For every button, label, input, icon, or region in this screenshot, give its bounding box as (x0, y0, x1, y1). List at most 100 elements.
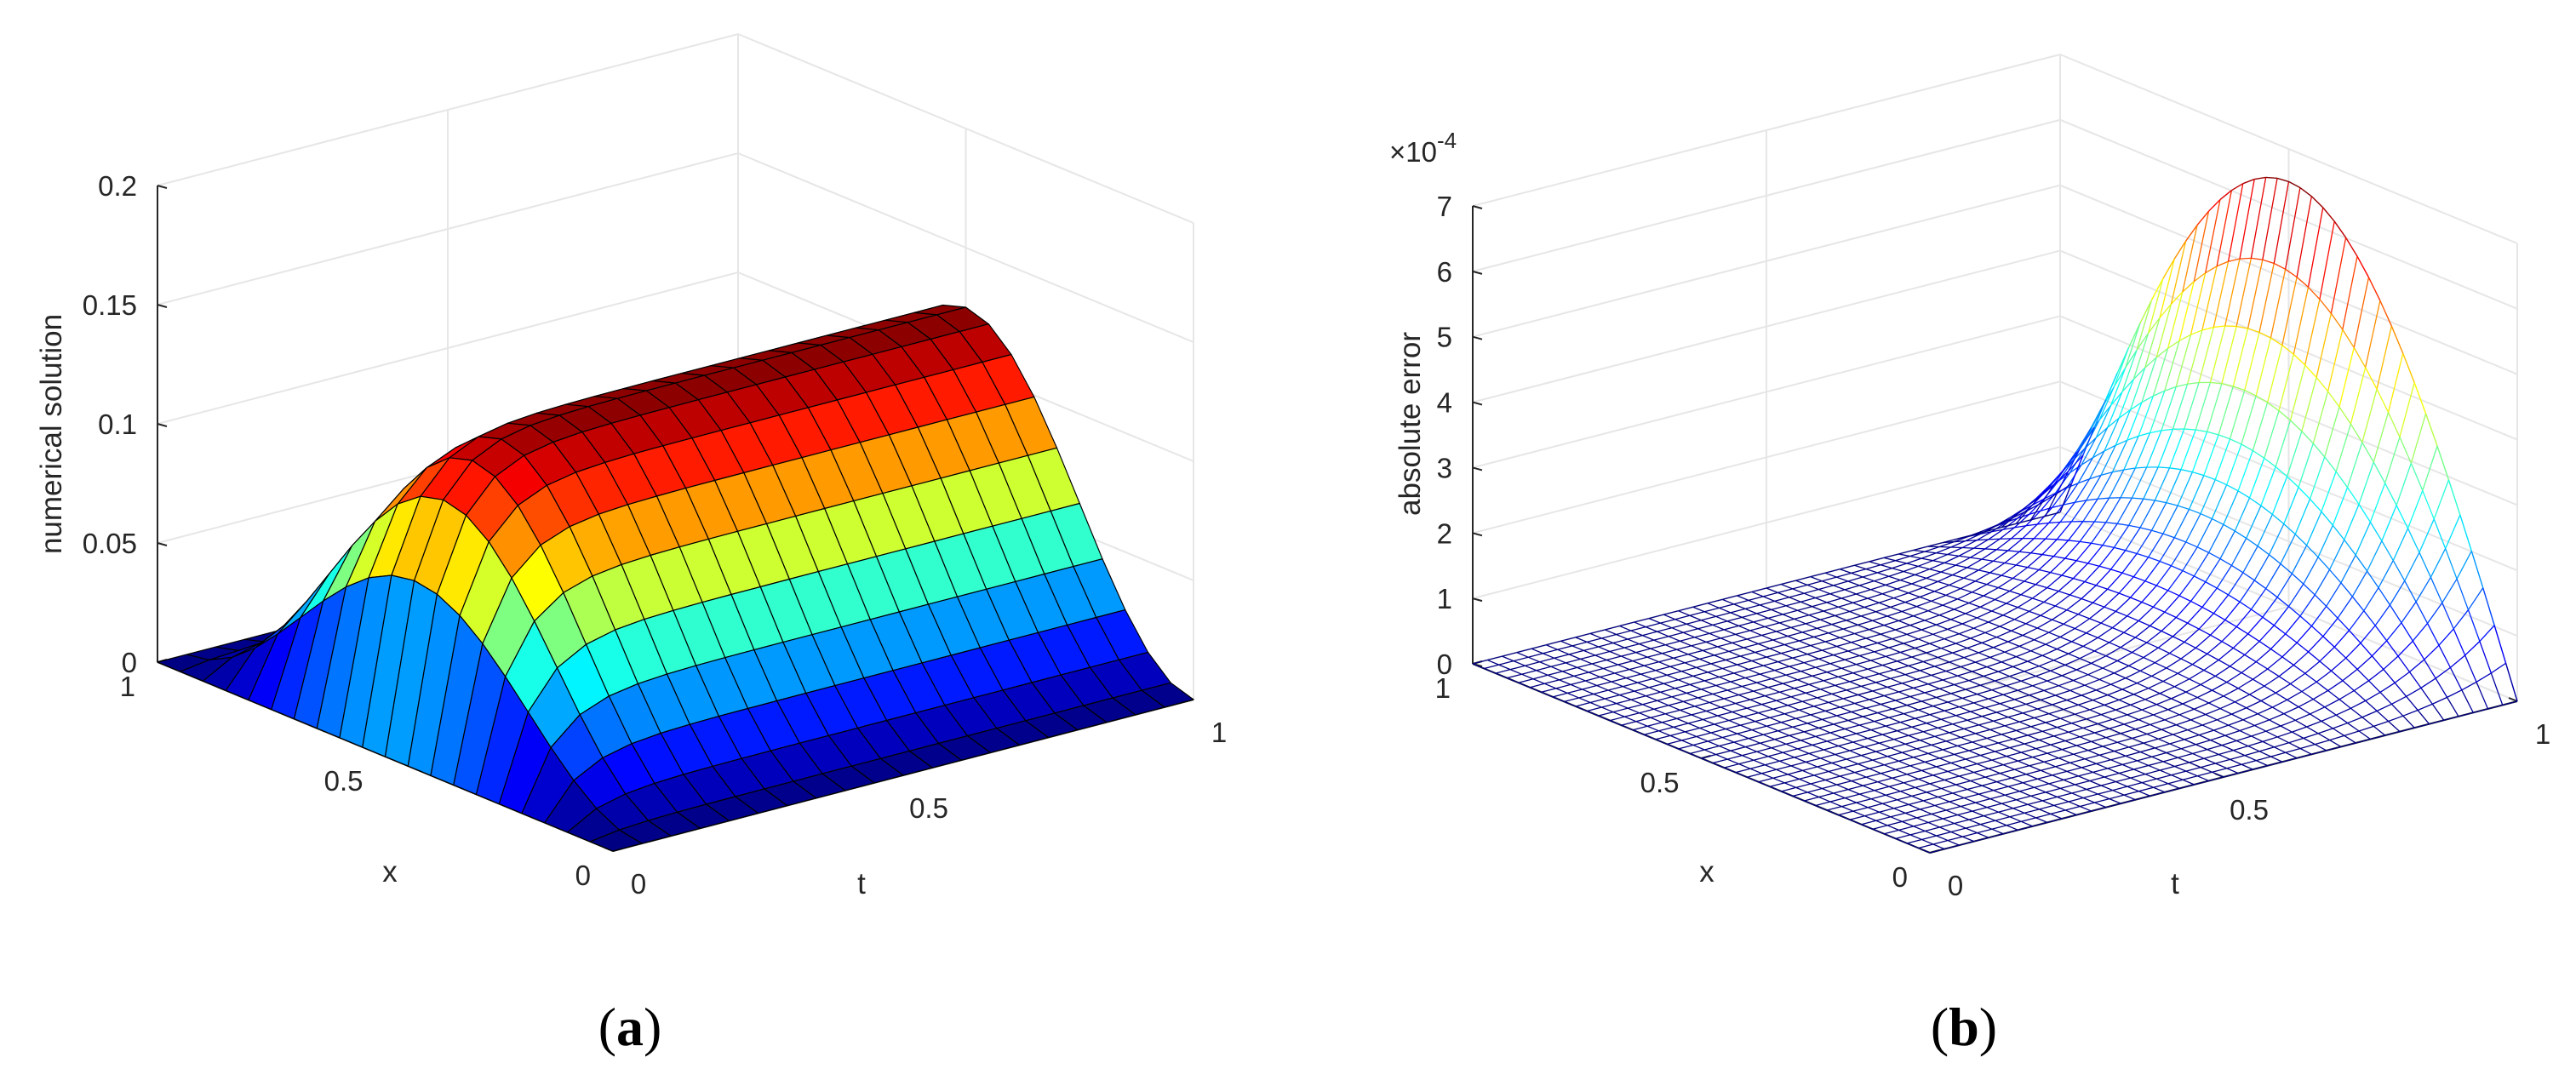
b-mesh-x-seg-23-31 (1901, 610, 1914, 617)
b-mesh-t-seg-26-19 (2094, 642, 2110, 652)
b-mesh-t-seg-22-13 (2104, 699, 2120, 706)
b-mesh-x-seg-34-17 (2223, 523, 2235, 532)
b-mesh-t-seg-7-33 (1655, 666, 1671, 671)
b-mesh-t-seg-30-13 (2221, 626, 2237, 643)
b-mesh-t-seg-1-9 (1841, 802, 1857, 808)
b-mesh-edge-x1-10 (1619, 621, 1634, 627)
b-mesh-x-seg-0-23 (1655, 739, 1668, 745)
b-mesh-x-seg-2-16 (1765, 764, 1777, 770)
b-mesh-t-seg-30-36 (1958, 547, 1974, 557)
b-mesh-x-seg-0-33 (1541, 691, 1554, 698)
b-mesh-t-seg-11-18 (1885, 722, 1901, 727)
b-mesh-x-seg-14-18 (1918, 709, 1931, 716)
b-mesh-x-seg-21-15 (2055, 694, 2068, 701)
b-mesh-t-seg-26-17 (2116, 652, 2132, 662)
b-mesh-x-seg-11-38 (1645, 626, 1657, 632)
b-mesh-x-seg-6-25 (1720, 706, 1733, 713)
b-mesh-x-seg-38-25 (2190, 329, 2203, 335)
b-mesh-x-seg-21-20 (1998, 671, 2010, 677)
b-mesh-x-seg-6-39 (1560, 640, 1573, 647)
b-mesh-t-seg-23-3 (2233, 745, 2248, 751)
b-mesh-edge-x1-5 (1546, 640, 1561, 646)
b-mesh-x-seg-32-6 (2319, 660, 2332, 671)
b-mesh-t-seg-15-6 (2081, 763, 2097, 769)
b-mesh-x-seg-20-22 (1960, 666, 1972, 672)
b-mesh-t-seg-10-2 (2053, 801, 2069, 807)
b-mesh-x-seg-27-24 (2040, 614, 2052, 620)
b-mesh-t-seg-21-12 (2100, 709, 2116, 716)
b-mesh-t-seg-12-22 (1854, 699, 1870, 705)
b-mesh-t-seg-3-0 (1973, 837, 1989, 843)
b-mesh-t-seg-13-0 (2121, 799, 2136, 804)
b-mesh-x-seg-1-29 (1601, 706, 1614, 713)
b-mesh-t-seg-1-14 (1784, 778, 1800, 784)
b-mesh-t-seg-3-28 (1653, 705, 1669, 710)
b-mesh-x-seg-16-24 (1879, 673, 1892, 679)
b-mesh-edge-x1-21 (1781, 580, 1796, 586)
b-mesh-t-seg-4-11 (1863, 781, 1878, 786)
b-mesh-t-seg-3-20 (1745, 742, 1760, 748)
b-mesh-t-seg-30-10 (2255, 649, 2271, 663)
b-mesh-x-seg-12-25 (1808, 683, 1821, 690)
b-mesh-x-seg-33-33 (2025, 523, 2038, 527)
b-mesh-t-seg-5-8 (1911, 791, 1927, 797)
b-mesh-t-seg-11-14 (1931, 740, 1947, 746)
b-mesh-x-seg-18-1 (2171, 774, 2184, 780)
b-mesh-x-seg-16-31 (1799, 640, 1812, 647)
b-mesh-x-seg-7-0 (2021, 820, 2033, 827)
b-mesh-x-seg-17-5 (2110, 759, 2123, 765)
b-mesh-x-seg-25-24 (2011, 630, 2024, 637)
b-mesh-x-seg-3-16 (1779, 760, 1792, 767)
b-mesh-t-seg-33-0 (2414, 723, 2430, 729)
b-mesh-x-seg-15-3 (2104, 776, 2116, 783)
b-mesh-t-seg-15-25 (1863, 673, 1880, 678)
b-mesh-x-seg-5-29 (1660, 691, 1673, 698)
b-mesh-x-seg-9-2 (2027, 803, 2040, 810)
b-mesh-x-seg-10-18 (1859, 724, 1872, 731)
b-mesh-x-seg-9-7 (1970, 780, 1983, 786)
b-mesh-x-seg-20-2 (2189, 762, 2201, 769)
b-mesh-x-seg-15-23 (1875, 682, 1888, 689)
b-mesh-t-seg-19-24 (1934, 661, 1949, 667)
b-mesh-t-seg-12-20 (1877, 708, 1892, 714)
b-mesh-x-seg-3-13 (1813, 774, 1826, 781)
b-mesh-t-seg-6-10 (1903, 778, 1919, 784)
b-mesh-x-seg-24-38 (1836, 576, 1849, 582)
b-mesh-x-seg-7-28 (1701, 689, 1714, 695)
b-mesh-x-seg-21-28 (1906, 633, 1919, 640)
b-mesh-t-seg-12-7 (2025, 769, 2041, 775)
b-mesh-t-seg-6-16 (1835, 750, 1851, 756)
b-mesh-t-seg-24-22 (2030, 643, 2046, 652)
b-mesh-x-seg-7-21 (1781, 722, 1794, 728)
b-mesh-t-seg-2-24 (1685, 727, 1700, 733)
b-mesh-t-seg-13-37 (1697, 624, 1713, 630)
b-mesh-t-seg-29-14 (2195, 634, 2211, 649)
b-mesh-t-seg-36-1 (2447, 689, 2463, 698)
b-mesh-x-seg-38-2 (2453, 628, 2466, 656)
b-mesh-t-seg-37-39 (2027, 501, 2043, 511)
b-mesh-t-seg-5-32 (1637, 678, 1653, 683)
b-mesh-x-seg-1-5 (1875, 820, 1888, 826)
b-mesh-t-seg-27-23 (2063, 614, 2079, 625)
b-mesh-x-seg-30-33 (1981, 558, 1994, 562)
b-mesh-x-seg-10-15 (1893, 739, 1906, 745)
b-mesh-t-seg-17-11 (2053, 731, 2069, 737)
b-mesh-t-seg-34-14 (2268, 523, 2285, 555)
b-mesh-x-seg-23-35 (1856, 593, 1869, 599)
b-mesh-x-seg-7-23 (1758, 712, 1771, 718)
b-mesh-x-seg-38-23 (2213, 325, 2225, 329)
b-mesh-x-seg-16-23 (1890, 677, 1903, 684)
b-mesh-x-seg-31-28 (2053, 556, 2065, 559)
b-mesh-x-seg-0-17 (1724, 767, 1737, 774)
b-mesh-t-seg-32-4 (2353, 680, 2369, 692)
b-mesh-x-seg-11-23 (1817, 697, 1829, 703)
b-mesh-t-seg-15-12 (2012, 734, 2029, 740)
b-mesh-t-seg-34-22 (2177, 471, 2193, 506)
b-mesh-x-seg-26-30 (1957, 598, 1969, 604)
b-mesh-t-seg-38-12 (2350, 367, 2367, 425)
b-mesh-x-seg-4-32 (1611, 681, 1623, 688)
a-zgrid-3 (157, 151, 1194, 343)
panel-a-surface (157, 304, 1194, 852)
b-mesh-t-seg-24-7 (2201, 719, 2218, 726)
